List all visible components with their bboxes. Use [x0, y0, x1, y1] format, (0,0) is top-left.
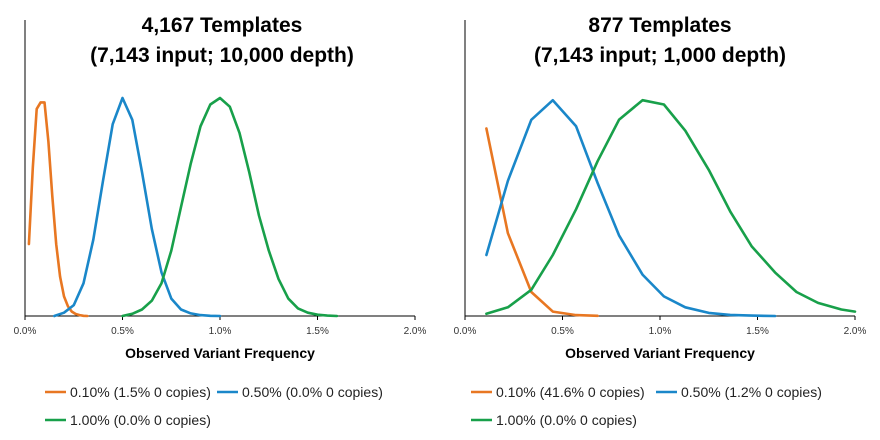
series-line-1: [485, 98, 777, 318]
chart-left-title-line2: (7,143 input; 10,000 depth): [90, 44, 354, 67]
x-tick-label: 0.5%: [551, 326, 574, 337]
legend-right-label-1: 0.50% (1.2% 0 copies): [681, 384, 822, 400]
x-tick-label: 1.0%: [649, 326, 672, 337]
series-line-1: [52, 96, 222, 318]
chart-left-x-ticks: 0.0% 0.5% 1.0% 1.5% 2.0%: [14, 316, 427, 337]
x-tick-label: 0.5%: [111, 326, 134, 337]
x-tick-label: 1.5%: [306, 326, 329, 337]
chart-left-x-axis-title: Observed Variant Frequency: [125, 345, 315, 361]
x-tick-label: 1.0%: [209, 326, 232, 337]
series-line-0: [485, 127, 599, 318]
chart-left: 4,167 Templates (7,143 input; 10,000 dep…: [14, 14, 427, 428]
legend-left-label-2: 1.00% (0.0% 0 copies): [70, 412, 211, 428]
chart-left-title-line1: 4,167 Templates: [142, 14, 303, 37]
chart-right-title-line1: 877 Templates: [588, 14, 731, 37]
legend-left-label-1: 0.50% (0.0% 0 copies): [242, 384, 383, 400]
x-tick-label: 0.0%: [454, 326, 477, 337]
chart-right-legend: 0.10% (41.6% 0 copies) 0.50% (1.2% 0 cop…: [471, 384, 822, 428]
legend-right-label-2: 1.00% (0.0% 0 copies): [496, 412, 637, 428]
chart-right-x-ticks: 0.0% 0.5% 1.0% 1.5% 2.0%: [454, 316, 867, 337]
chart-left-series: [27, 96, 339, 318]
legend-left-label-0: 0.10% (1.5% 0 copies): [70, 384, 211, 400]
x-tick-label: 2.0%: [404, 326, 427, 337]
x-tick-label: 0.0%: [14, 326, 37, 337]
series-line-0: [27, 101, 89, 318]
chart-left-legend: 0.10% (1.5% 0 copies) 0.50% (0.0% 0 copi…: [45, 384, 383, 428]
chart-right-series: [485, 98, 857, 318]
x-tick-label: 1.5%: [746, 326, 769, 337]
series-line-2: [485, 98, 857, 316]
x-tick-label: 2.0%: [844, 326, 867, 337]
series-line-2: [121, 96, 339, 318]
chart-right: 877 Templates (7,143 input; 1,000 depth)…: [454, 14, 867, 428]
chart-right-x-axis-title: Observed Variant Frequency: [565, 345, 755, 361]
legend-right-label-0: 0.10% (41.6% 0 copies): [496, 384, 645, 400]
chart-right-title-line2: (7,143 input; 1,000 depth): [534, 44, 786, 67]
